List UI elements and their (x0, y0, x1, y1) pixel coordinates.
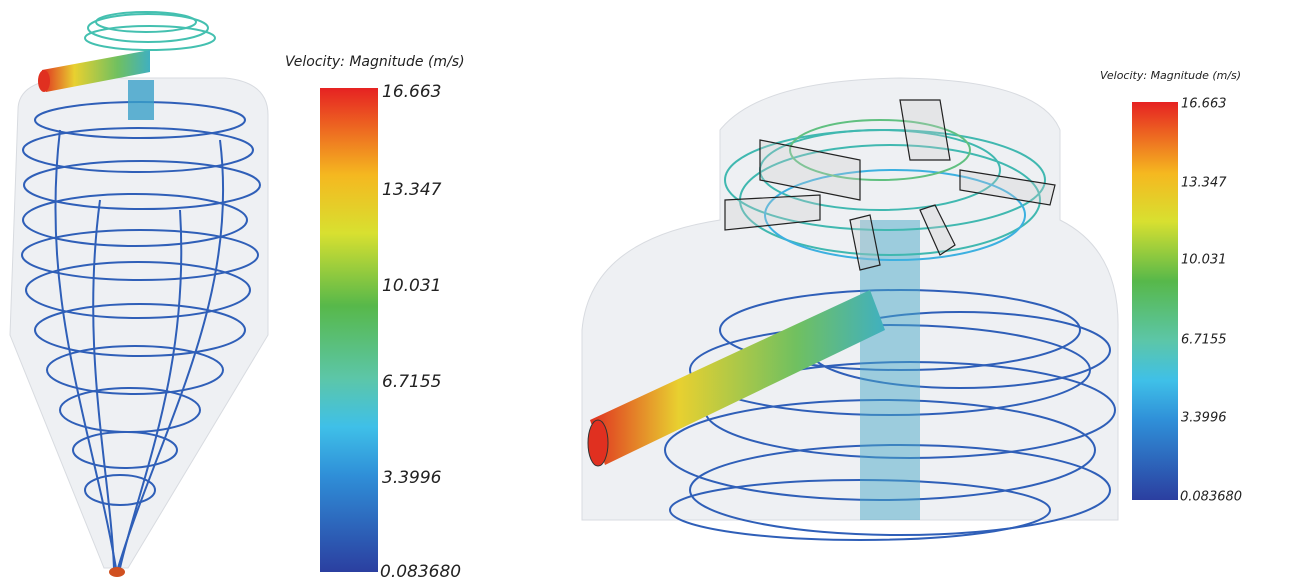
colorbar-label: 10.031 (1181, 253, 1227, 268)
colorbar-label: 16.663 (1181, 97, 1227, 112)
colorbar-title: Velocity: Magnitude (m/s) (1100, 69, 1241, 82)
colorbar-label: 6.7155 (1181, 333, 1227, 348)
colorbar-title: Velocity: Magnitude (m/s) (285, 54, 465, 70)
colorbar-label: 13.347 (1181, 176, 1227, 191)
colorbar-label: 0.083680 (380, 562, 461, 582)
colorbar-label: 3.3996 (1181, 411, 1227, 426)
colorbar-label: 13.347 (382, 180, 442, 200)
colorbar-label: 3.3996 (382, 468, 442, 488)
colorbar (320, 88, 378, 572)
colorbar-label: 0.083680 (1180, 490, 1242, 505)
colorbar-label: 16.663 (382, 82, 441, 102)
colorbar (1132, 102, 1178, 500)
cyclone-right (581, 77, 1119, 541)
colorbar-label: 6.7155 (382, 372, 441, 392)
colorbar-label: 10.031 (382, 276, 441, 296)
cyclone-left (9, 11, 269, 577)
